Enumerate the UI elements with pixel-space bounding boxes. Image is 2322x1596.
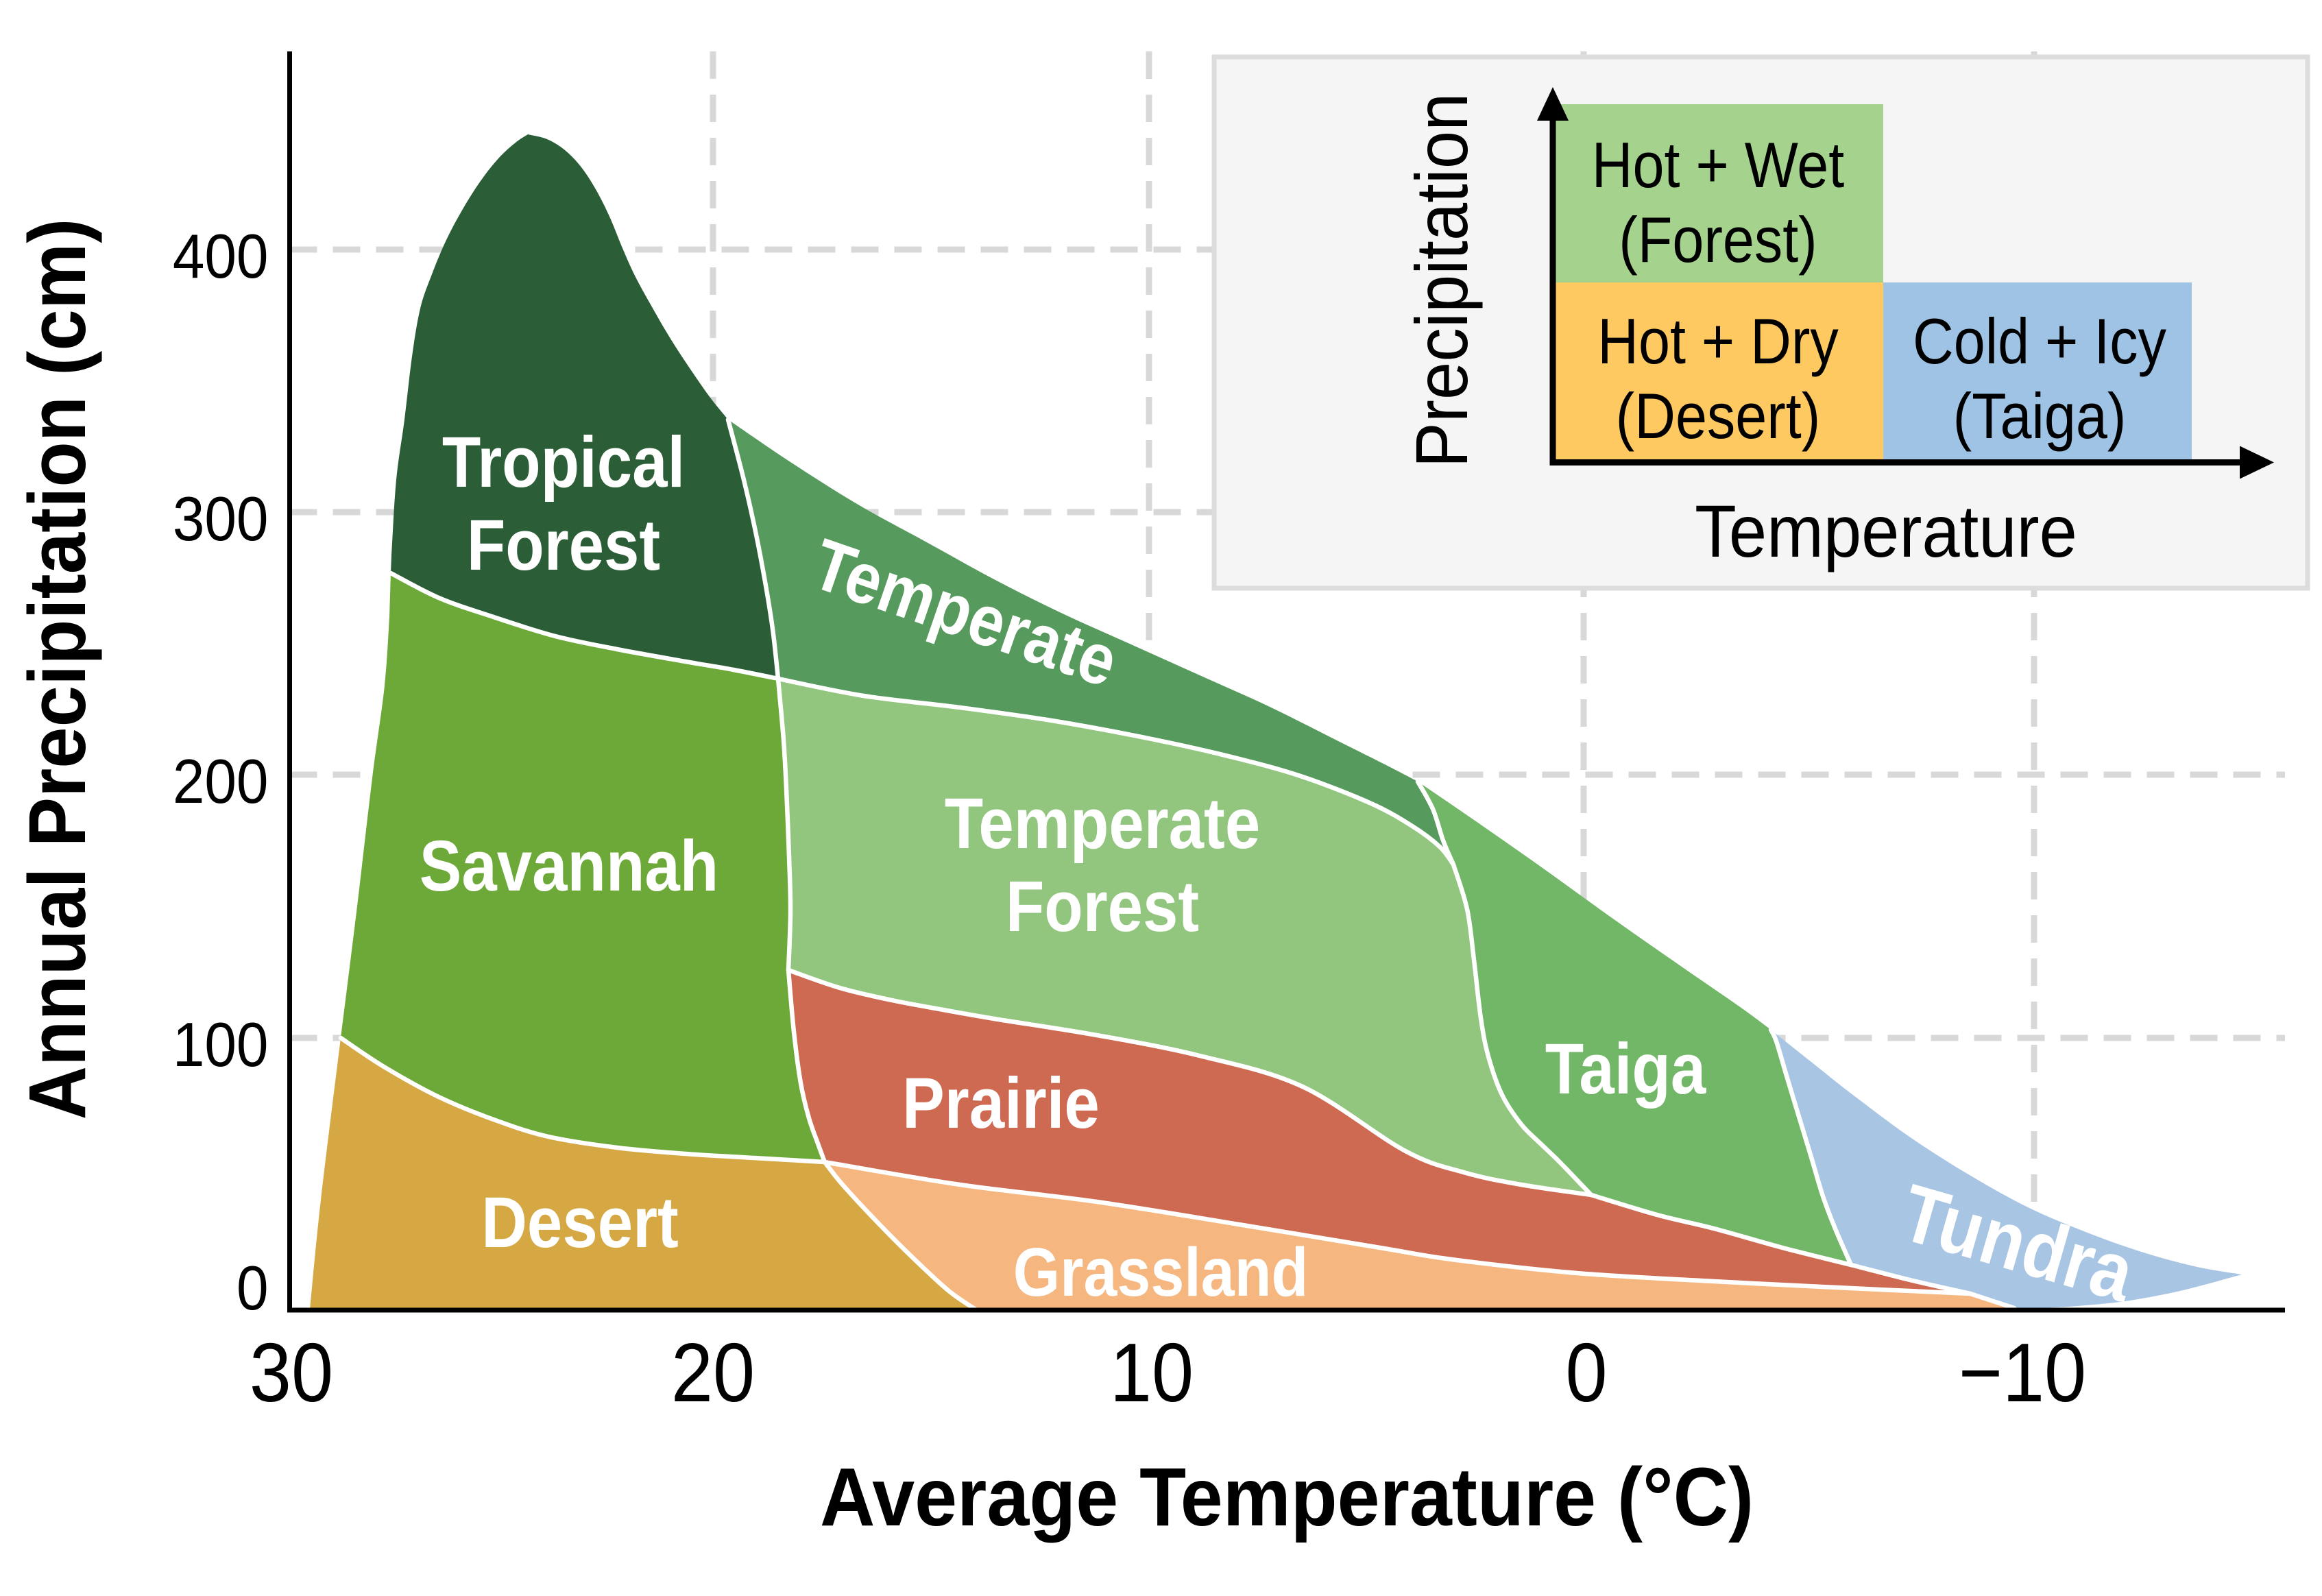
svg-text:Taiga: Taiga <box>1545 1028 1706 1109</box>
svg-text:−10: −10 <box>1959 1326 2086 1420</box>
svg-text:200: 200 <box>173 747 269 817</box>
svg-text:0: 0 <box>1565 1326 1607 1420</box>
svg-text:Temperature: Temperature <box>1695 489 2077 572</box>
svg-text:Annual Precipitation (cm): Annual Precipitation (cm) <box>12 219 103 1120</box>
svg-text:Hot + Wet: Hot + Wet <box>1592 129 1844 201</box>
svg-text:(Taiga): (Taiga) <box>1953 380 2127 452</box>
svg-text:20: 20 <box>671 1326 755 1420</box>
svg-text:Hot + Dry: Hot + Dry <box>1597 305 1839 377</box>
svg-text:Forest: Forest <box>1006 865 1199 946</box>
svg-text:(Forest): (Forest) <box>1619 204 1817 276</box>
svg-text:Savannah: Savannah <box>420 825 718 906</box>
svg-text:Prairie: Prairie <box>902 1062 1100 1143</box>
svg-text:400: 400 <box>173 221 269 291</box>
svg-text:300: 300 <box>173 484 269 554</box>
svg-text:Cold + Icy: Cold + Icy <box>1913 305 2167 377</box>
svg-text:Tropical: Tropical <box>442 421 685 502</box>
svg-text:(Desert): (Desert) <box>1616 380 1821 452</box>
svg-text:Desert: Desert <box>481 1181 679 1262</box>
svg-text:Precipitation: Precipitation <box>1400 93 1483 468</box>
svg-text:Temperate: Temperate <box>945 782 1260 863</box>
svg-text:Forest: Forest <box>467 504 660 585</box>
svg-text:Grassland: Grassland <box>1013 1234 1308 1310</box>
svg-text:10: 10 <box>1110 1326 1194 1420</box>
svg-text:0: 0 <box>237 1253 269 1323</box>
svg-text:100: 100 <box>173 1010 269 1080</box>
svg-text:Average Temperature (°C): Average Temperature (°C) <box>820 1451 1754 1543</box>
svg-text:30: 30 <box>250 1326 333 1420</box>
